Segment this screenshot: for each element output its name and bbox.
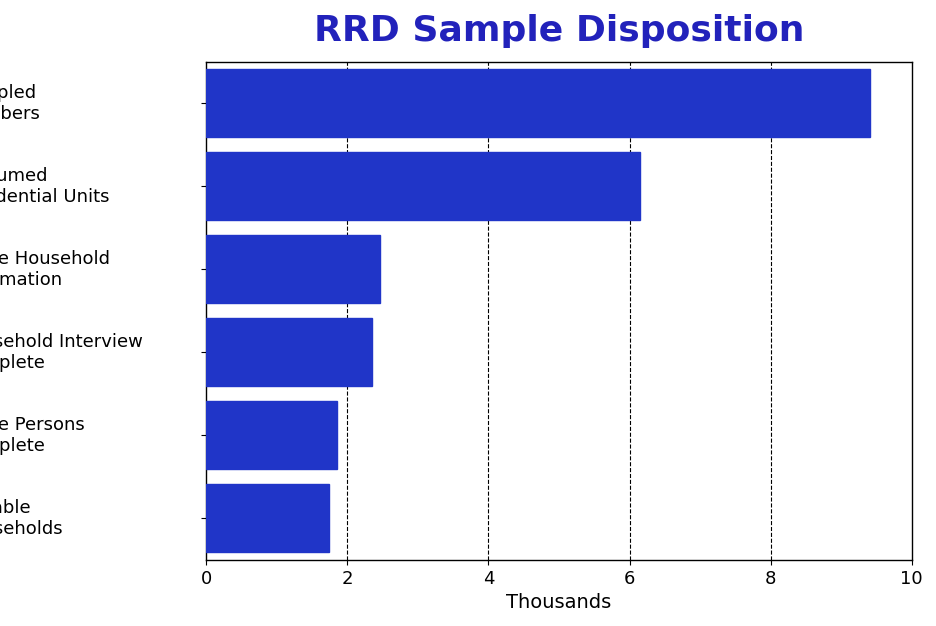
Bar [206, 318, 372, 386]
Bar [206, 69, 869, 137]
X-axis label: Thousands: Thousands [505, 593, 611, 612]
Bar [206, 401, 337, 470]
Bar [206, 485, 329, 552]
Bar [206, 235, 379, 304]
Title: RRD Sample Disposition: RRD Sample Disposition [314, 14, 803, 48]
Bar [206, 152, 639, 220]
